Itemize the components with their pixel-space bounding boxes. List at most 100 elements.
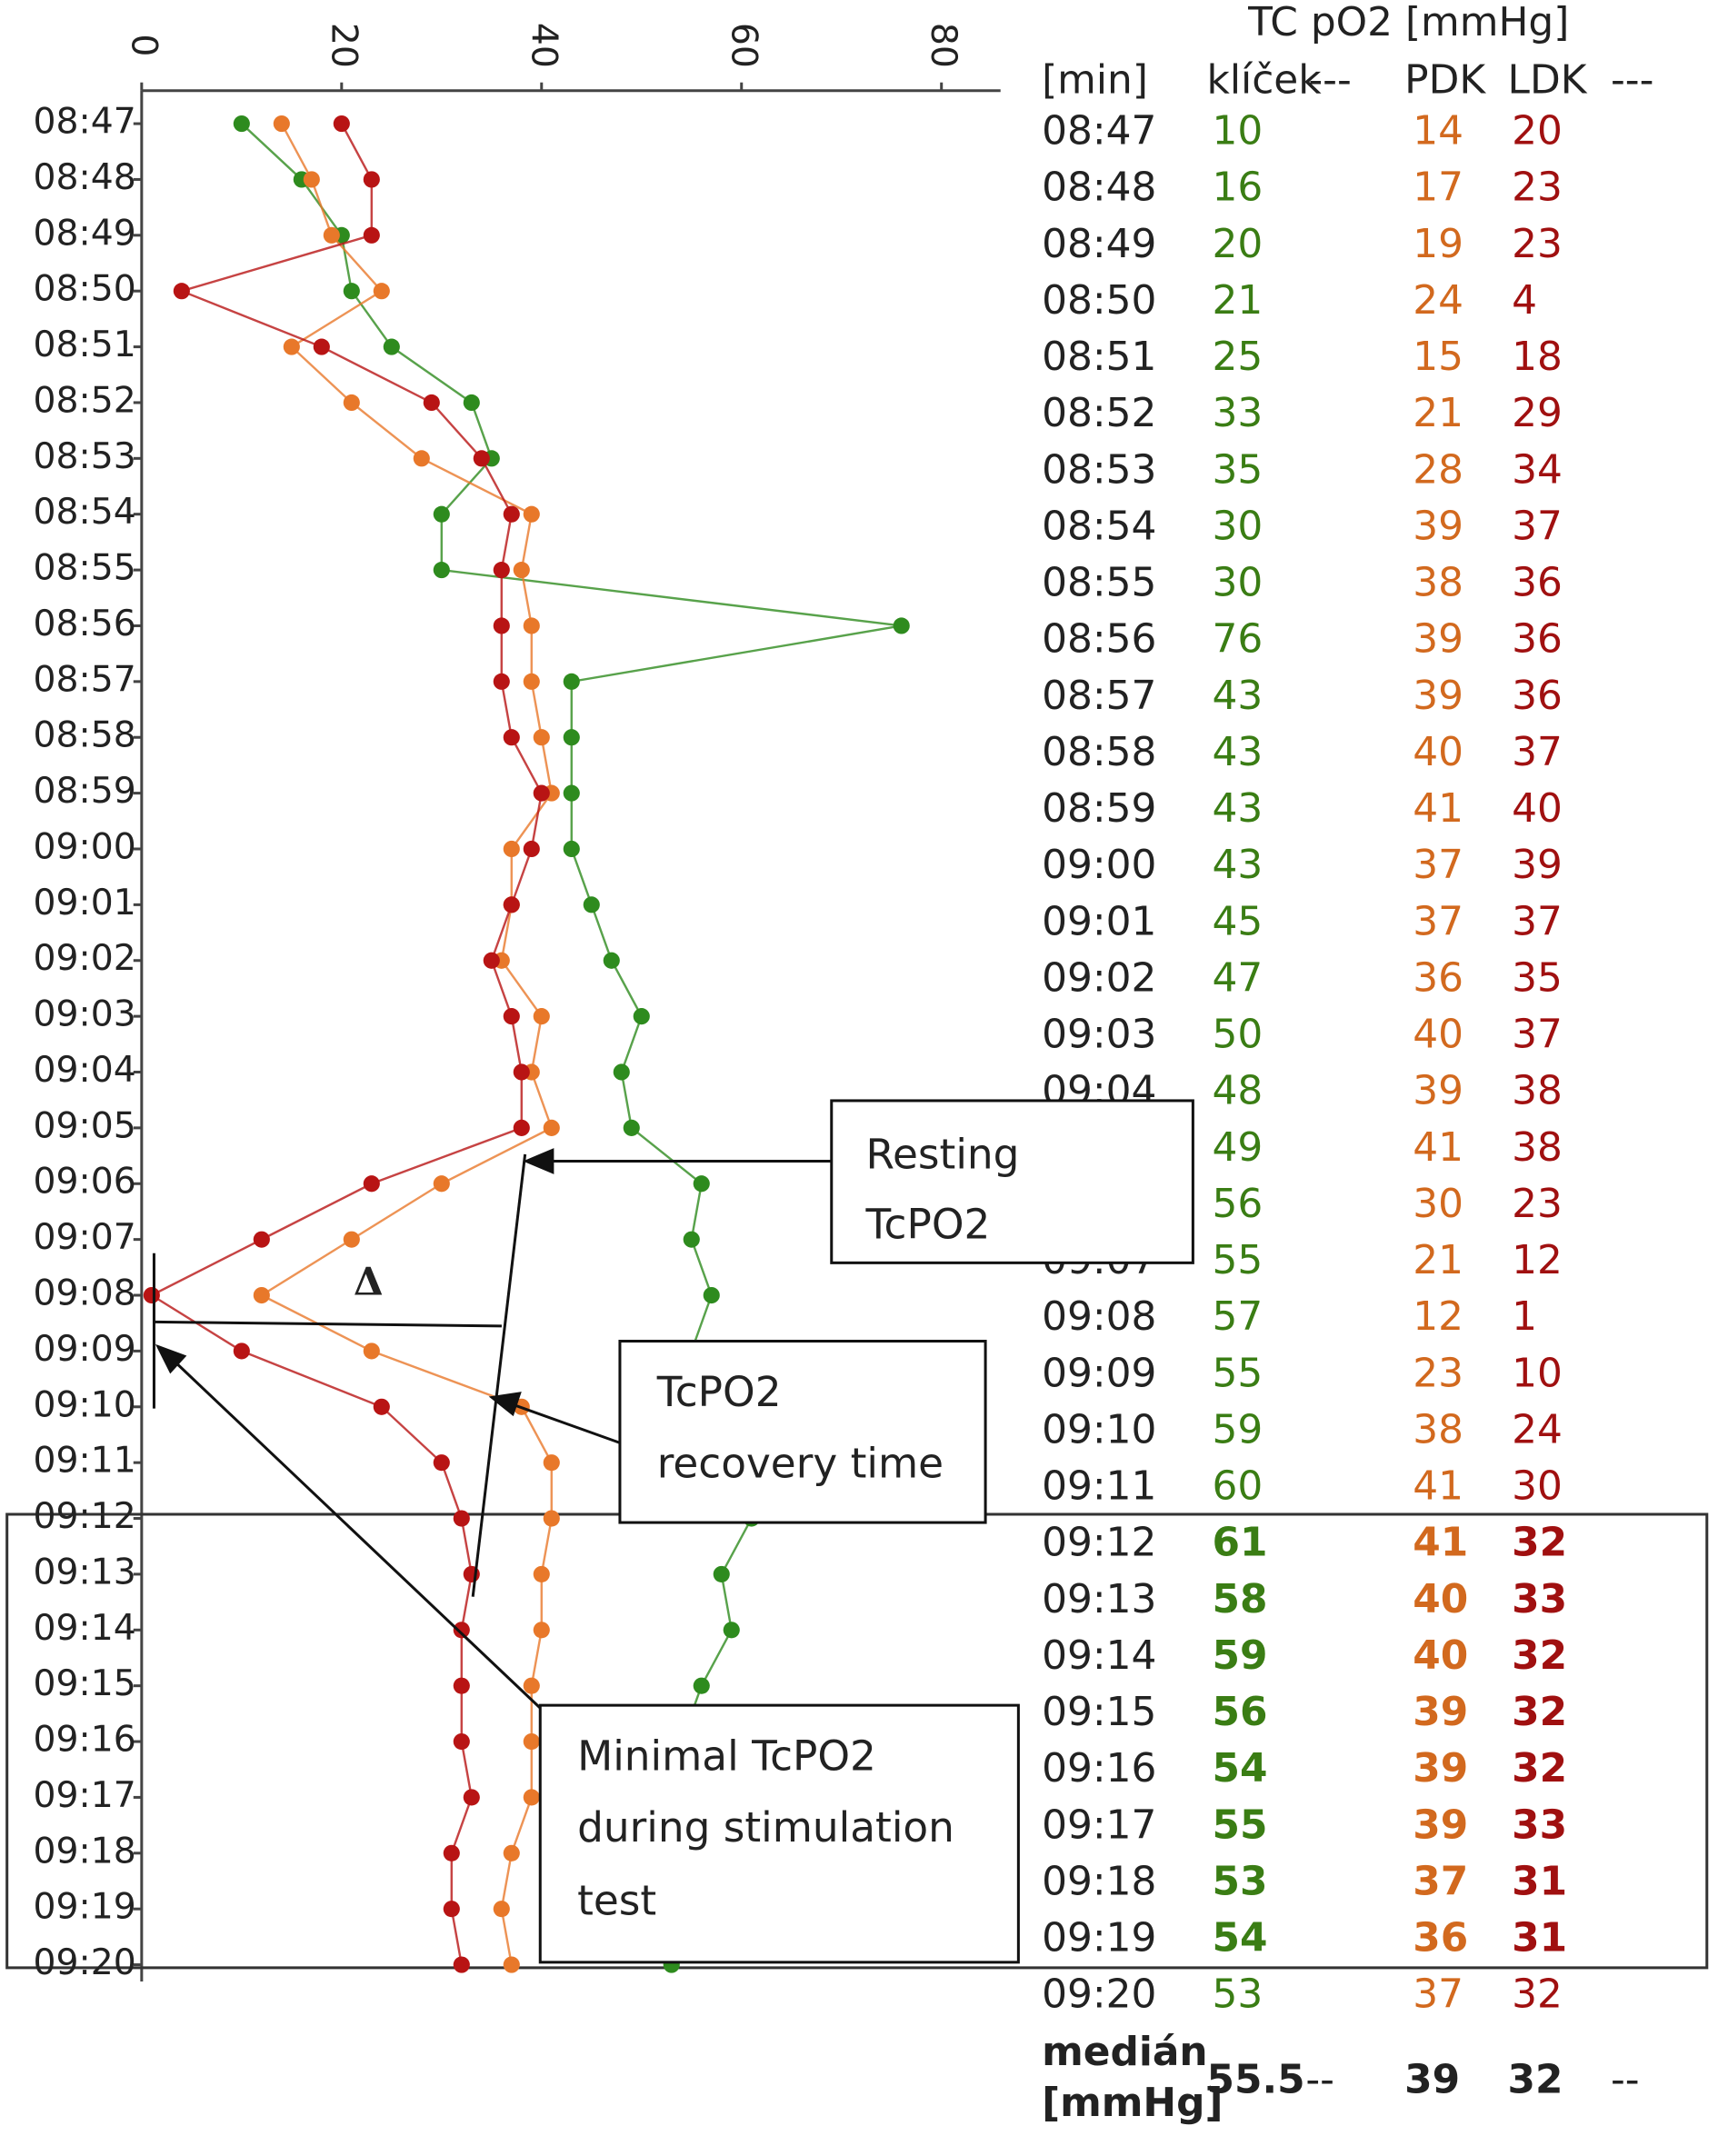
data-point: [333, 115, 350, 133]
table-value: 55: [1213, 1237, 1264, 1283]
data-point: [533, 784, 550, 802]
table-value: 35: [1213, 446, 1264, 493]
table-value: 20: [1213, 221, 1264, 267]
table-value: 40: [1413, 1012, 1463, 1058]
y-tick-label: 08:47: [34, 102, 136, 143]
data-point: [533, 1565, 550, 1582]
column-dash: ---: [1308, 57, 1351, 104]
table-value: 18: [1512, 334, 1563, 380]
table-time: 09:01: [1042, 898, 1156, 944]
table-value: 39: [1413, 503, 1463, 549]
y-tick-label: 09:11: [34, 1441, 136, 1482]
table-value: 32: [1512, 1745, 1567, 1792]
time-header: [min]: [1042, 57, 1148, 104]
y-tick-label: 09:16: [34, 1720, 136, 1761]
column-dash: ---: [1611, 57, 1653, 104]
table-value: 29: [1512, 390, 1563, 436]
y-tick-label: 09:05: [34, 1105, 136, 1146]
data-point: [523, 1732, 540, 1751]
table-value: 55: [1213, 1802, 1268, 1848]
data-point: [233, 115, 250, 133]
x-tick-label: 80: [923, 23, 964, 68]
data-point: [513, 562, 530, 579]
table-time: 09:20: [1042, 1971, 1156, 2018]
table-value: 23: [1413, 1350, 1463, 1396]
y-tick-label: 09:08: [34, 1273, 136, 1314]
table-value: 23: [1512, 221, 1563, 267]
table-value: 39: [1413, 673, 1463, 719]
data-point: [483, 952, 500, 969]
median-label: medián: [1042, 2029, 1208, 2075]
data-point: [433, 505, 450, 523]
table-time: 09:08: [1042, 1293, 1156, 1340]
table-value: 37: [1413, 842, 1463, 888]
data-point: [523, 673, 540, 690]
table-value: 21: [1413, 390, 1463, 436]
table-value: 37: [1512, 503, 1563, 549]
table-value: 12: [1512, 1237, 1563, 1283]
y-tick-label: 09:19: [34, 1887, 136, 1928]
table-value: 21: [1413, 1237, 1463, 1283]
annotation-box: [538, 1703, 1020, 1964]
data-point: [413, 450, 430, 467]
x-tick-label: 0: [123, 34, 164, 56]
y-tick-label: 08:49: [34, 213, 136, 254]
table-time: 08:52: [1042, 390, 1156, 436]
table-value: 48: [1213, 1068, 1264, 1114]
table-value: 16: [1213, 165, 1264, 211]
table-value: 43: [1213, 729, 1264, 775]
table-value: 30: [1213, 560, 1264, 606]
table-value: 37: [1413, 898, 1463, 944]
data-point: [453, 1677, 470, 1694]
table-value: 32: [1512, 1971, 1563, 2018]
table-value: 40: [1413, 1632, 1468, 1679]
y-tick-label: 09:04: [34, 1050, 136, 1091]
table-value: 39: [1413, 1689, 1468, 1735]
column-header: PDK: [1404, 57, 1486, 104]
data-point: [503, 729, 520, 746]
table-value: 40: [1413, 729, 1463, 775]
table-value: 32: [1512, 1632, 1567, 1679]
delta-line: [154, 1320, 502, 1328]
table-value: 32: [1512, 1689, 1567, 1735]
y-tick-label: 09:15: [34, 1663, 136, 1704]
annotation-text: during stimulation: [577, 1803, 954, 1852]
delta-label: Δ: [354, 1259, 384, 1304]
table-value: 57: [1213, 1293, 1264, 1340]
table-value: 31: [1512, 1858, 1567, 1904]
data-point: [173, 283, 190, 300]
y-tick-label: 09:06: [34, 1162, 136, 1203]
data-point: [503, 1008, 520, 1025]
table-value: 38: [1512, 1124, 1563, 1171]
data-point: [523, 840, 540, 858]
data-point: [463, 394, 480, 412]
table-value: 39: [1413, 1745, 1468, 1792]
table-time: 08:58: [1042, 729, 1156, 775]
table-time: 08:57: [1042, 673, 1156, 719]
data-point: [493, 562, 510, 579]
table-value: 58: [1213, 1576, 1268, 1622]
y-tick-label: 09:18: [34, 1831, 136, 1872]
table-value: 37: [1413, 1971, 1463, 2018]
data-point: [253, 1286, 270, 1304]
recovery-line: [471, 1153, 527, 1597]
table-time: 09:10: [1042, 1406, 1156, 1452]
data-point: [563, 729, 580, 746]
table-value: 32: [1512, 1520, 1567, 1566]
data-point: [373, 1398, 390, 1415]
median-value: 32: [1508, 2056, 1563, 2102]
data-point: [583, 896, 600, 913]
arrow-head: [155, 1343, 187, 1374]
table-value: 37: [1512, 729, 1563, 775]
table-value: 60: [1213, 1463, 1264, 1510]
table-value: 56: [1213, 1181, 1264, 1227]
table-value: 30: [1512, 1463, 1563, 1510]
table-time: 09:15: [1042, 1689, 1156, 1735]
table-value: 49: [1213, 1124, 1264, 1171]
table-value: 47: [1213, 954, 1264, 1001]
data-point: [493, 673, 510, 690]
data-point: [283, 338, 300, 355]
table-value: 23: [1512, 1181, 1563, 1227]
data-point: [273, 115, 290, 133]
data-point: [443, 1844, 460, 1862]
